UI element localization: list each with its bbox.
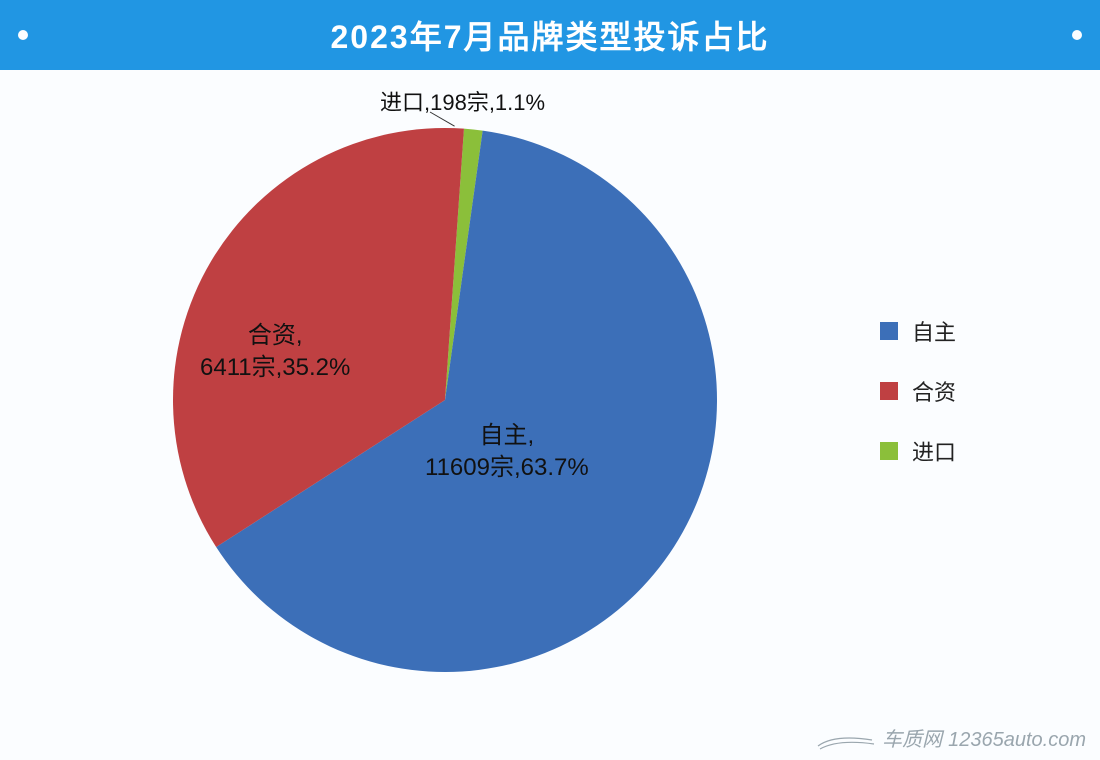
- chart-title: 2023年7月品牌类型投诉占比: [331, 12, 770, 58]
- slice-label-import: 进口,198宗,1.1%: [380, 88, 545, 118]
- watermark: 车质网 12365auto.com: [816, 723, 1086, 752]
- legend-label: 自主: [912, 315, 956, 347]
- watermark-logo-icon: [816, 730, 876, 752]
- slice-label-domestic: 自主,11609宗,63.7%: [425, 420, 589, 485]
- legend-swatch-icon: [880, 442, 898, 460]
- watermark-url: 12365auto.com: [948, 729, 1086, 752]
- legend-item-2: 进口: [880, 435, 956, 467]
- legend-swatch-icon: [880, 322, 898, 340]
- slice-label-jv: 合资,6411宗,35.2%: [200, 320, 350, 385]
- watermark-logo-text: 车质网: [882, 723, 942, 752]
- legend-label: 进口: [912, 435, 956, 467]
- legend-label: 合资: [912, 375, 956, 407]
- legend: 自主合资进口: [880, 315, 956, 495]
- title-bar: 2023年7月品牌类型投诉占比: [0, 0, 1100, 70]
- legend-item-0: 自主: [880, 315, 956, 347]
- legend-item-1: 合资: [880, 375, 956, 407]
- chart-container: 2023年7月品牌类型投诉占比 自主合资进口 车质网 12365auto.com…: [0, 0, 1100, 760]
- legend-swatch-icon: [880, 382, 898, 400]
